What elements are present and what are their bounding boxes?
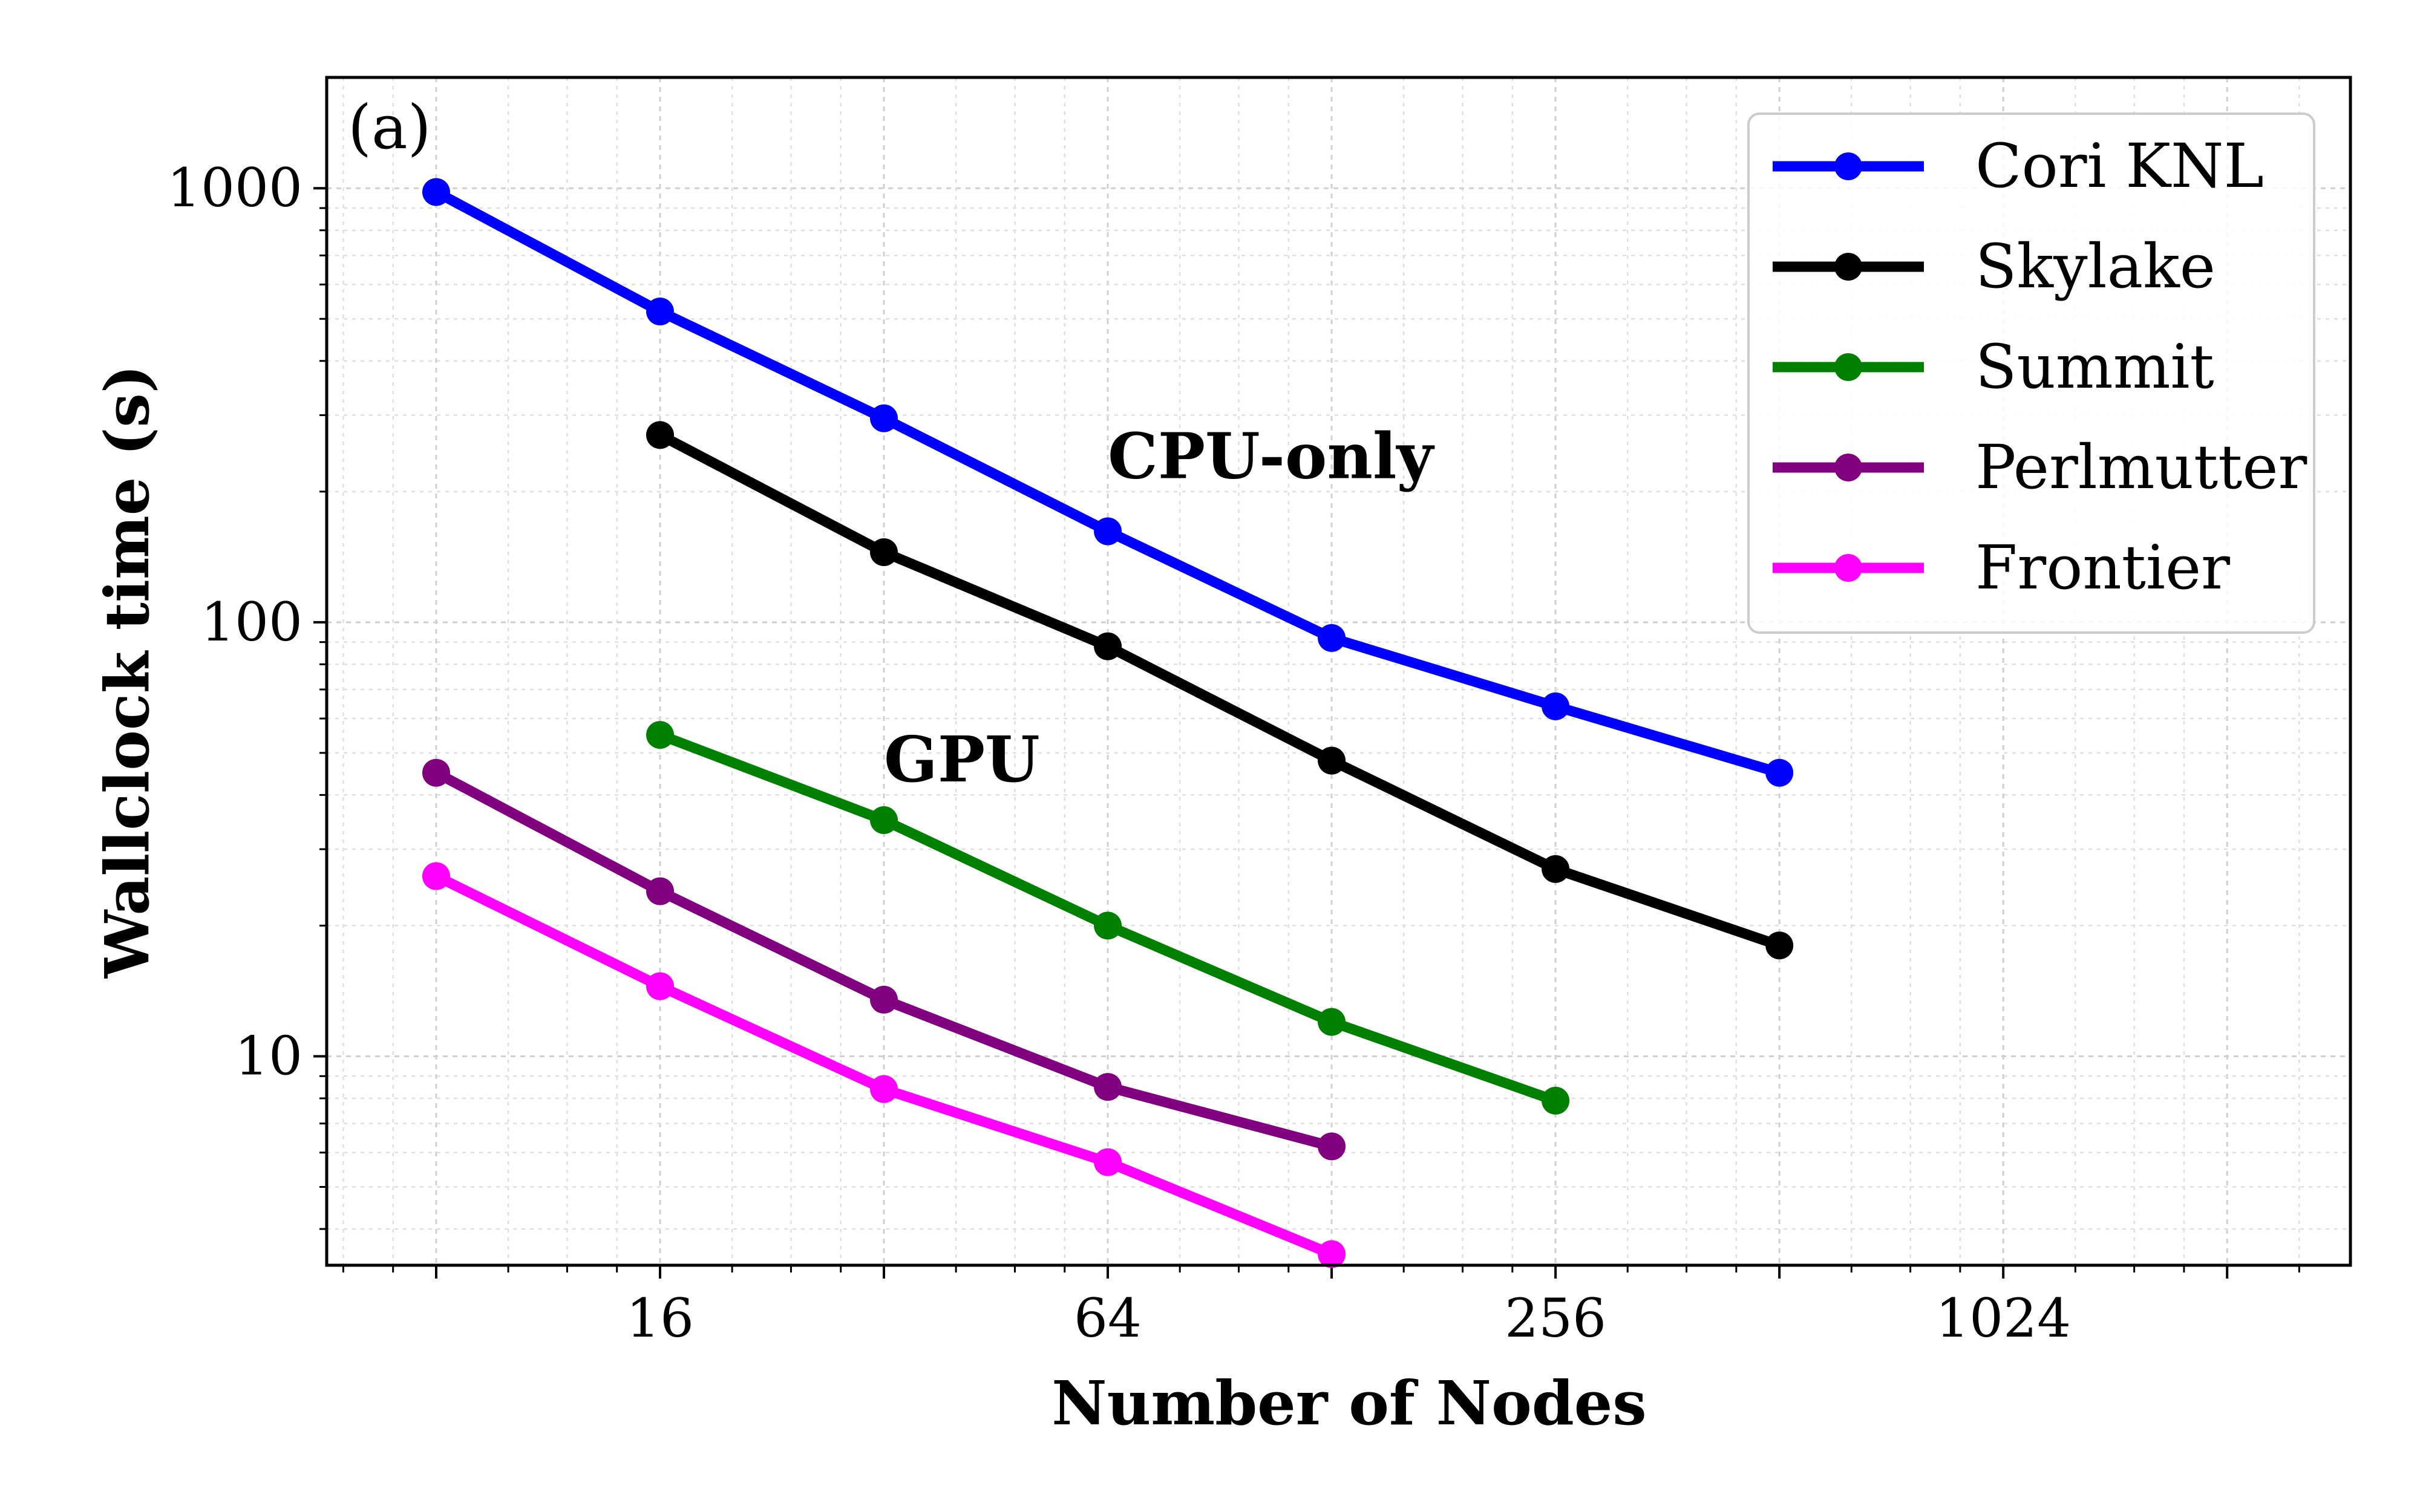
- legend-marker-skylake: [1834, 253, 1862, 281]
- data-point-perlmutter: [1318, 1132, 1346, 1161]
- legend-label-perlmutter: Perlmutter: [1975, 432, 2307, 503]
- x-tick-label: 16: [626, 1287, 694, 1349]
- data-point-perlmutter: [646, 877, 674, 905]
- series-line-skylake: [655, 429, 1785, 951]
- data-point-frontier: [1094, 1148, 1122, 1176]
- data-point-cori-knl: [1542, 692, 1570, 720]
- axis-ticks: 16 64 256 1024 10 100 1000: [167, 157, 2300, 1349]
- y-tick-label: 100: [201, 591, 302, 653]
- data-point-summit: [1094, 911, 1122, 940]
- legend-label-skylake: Skylake: [1975, 231, 2216, 302]
- data-point-skylake: [1765, 931, 1794, 960]
- annotations: CPU-only GPU: [884, 419, 1435, 797]
- y-tick-label: 10: [235, 1025, 302, 1087]
- x-tick-label: 256: [1505, 1287, 1606, 1349]
- legend-label-cori-knl: Cori KNL: [1975, 131, 2264, 201]
- annotation-gpu: GPU: [884, 722, 1040, 797]
- legend-marker-summit: [1834, 353, 1862, 381]
- data-point-frontier: [870, 1075, 898, 1103]
- legend: Cori KNL Skylake Summit Perlmutter Frontier: [1747, 112, 2315, 634]
- legend-box: [1747, 112, 2315, 634]
- data-point-skylake: [646, 421, 674, 449]
- x-axis-title: Number of Nodes: [1051, 1367, 1646, 1439]
- data-point-frontier: [646, 972, 674, 1000]
- data-point-perlmutter: [422, 758, 450, 787]
- annotation-cpu-only: CPU-only: [1108, 419, 1434, 493]
- data-point-cori-knl: [1765, 758, 1794, 787]
- panel-label: (a): [348, 92, 431, 163]
- series-lines: [422, 178, 1794, 1268]
- data-point-cori-knl: [1318, 624, 1346, 652]
- data-point-summit: [1318, 1008, 1346, 1036]
- data-point-perlmutter: [1094, 1073, 1122, 1101]
- x-tick-label: 64: [1074, 1287, 1142, 1349]
- legend-label-frontier: Frontier: [1975, 532, 2230, 603]
- legend-marker-perlmutter: [1834, 454, 1862, 481]
- data-point-summit: [646, 721, 674, 749]
- data-point-skylake: [1542, 855, 1570, 883]
- data-point-cori-knl: [1094, 517, 1122, 546]
- legend-marker-cori-knl: [1834, 152, 1862, 180]
- legend-entries: Cori KNL Skylake Summit Perlmutter Frontier: [1773, 131, 2307, 603]
- legend-label-summit: Summit: [1975, 331, 2214, 402]
- data-point-perlmutter: [870, 985, 898, 1014]
- legend-marker-frontier: [1834, 554, 1862, 582]
- y-tick-label: 1000: [167, 157, 302, 219]
- plot-frame: [325, 76, 2352, 1267]
- data-point-frontier: [1318, 1240, 1346, 1268]
- data-point-cori-knl: [870, 404, 898, 432]
- data-point-skylake: [1318, 746, 1346, 775]
- y-axis-title: Wallclock time (s): [91, 365, 163, 979]
- data-point-frontier: [422, 862, 450, 890]
- x-tick-label: 1024: [1935, 1287, 2071, 1349]
- data-point-summit: [870, 806, 898, 835]
- data-point-summit: [1542, 1086, 1570, 1115]
- data-point-cori-knl: [422, 178, 450, 206]
- data-point-skylake: [1094, 632, 1122, 660]
- data-point-cori-knl: [646, 297, 674, 325]
- data-point-skylake: [870, 538, 898, 567]
